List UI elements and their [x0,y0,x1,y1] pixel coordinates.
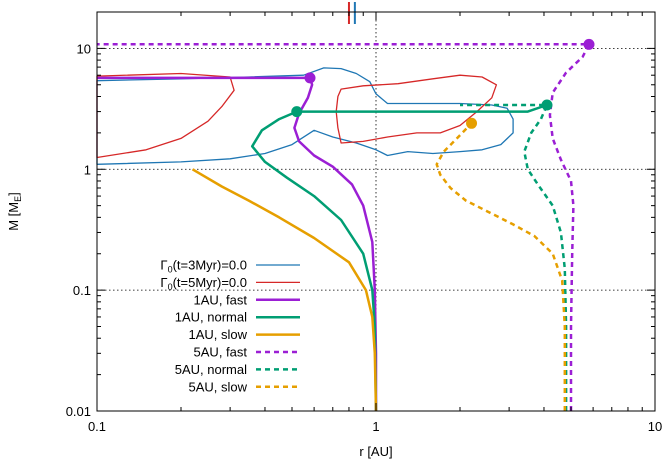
series-endpoint-4 [291,106,303,118]
y-axis-title: M [ME] [6,192,23,231]
y-axis-title-close: ] [6,192,21,196]
legend-label-main: 1AU, normal [175,310,247,325]
series-endpoint-8 [466,117,478,129]
legend-label-rest: (t=5Myr)=0.0 [173,275,247,290]
legend-label-main: Γ [160,258,167,273]
x-tick-label: 0.1 [88,419,106,434]
series-line-0 [96,67,514,165]
series-line-7 [460,103,568,411]
series-endpoint-7 [541,99,553,111]
y-tick-label: 10 [77,41,91,56]
series-line-4 [250,103,548,412]
legend-label-main: 1AU, fast [194,292,248,307]
x-tick-label: 1 [372,419,379,434]
legend-label-4: 1AU, slow [188,327,247,342]
legend-label-rest: (t=3Myr)=0.0 [173,258,247,273]
y-axis-title-main: M [M [6,202,21,231]
series-line-3 [97,76,378,411]
legend-label-1: Γ0(t=5Myr)=0.0 [160,275,247,292]
legend-label-main: 5AU, fast [194,345,248,360]
series-layer [96,38,595,412]
legend-label-main: 1AU, slow [188,327,247,342]
legend-label-7: 5AU, slow [188,379,247,394]
x-tick-label: 10 [648,419,662,434]
legend-label-main: 5AU, slow [188,379,247,394]
legend-label-3: 1AU, normal [175,310,247,325]
series-line-5 [191,168,378,412]
series-line-8 [435,122,567,411]
legend-label-sub: 0 [168,265,173,275]
legend-label-5: 5AU, fast [194,345,248,360]
y-tick-label: 0.1 [73,283,91,298]
y-tick-label: 1 [84,162,91,177]
series-line-2 [335,74,498,144]
x-axis-title: r [AU] [359,444,392,459]
series-line-1 [96,72,235,159]
legend-label-0: Γ0(t=3Myr)=0.0 [160,258,247,275]
y-axis-title-sub: E [13,196,23,202]
series-endpoint-3 [304,72,316,84]
legend-label-2: 1AU, fast [194,292,248,307]
series-endpoint-6 [583,38,595,50]
legend-label-6: 5AU, normal [175,362,247,377]
legend-label-main: Γ [160,275,167,290]
legend-label-main: 5AU, normal [175,362,247,377]
legend-label-sub: 0 [168,282,173,292]
y-tick-label: 0.01 [66,404,91,419]
